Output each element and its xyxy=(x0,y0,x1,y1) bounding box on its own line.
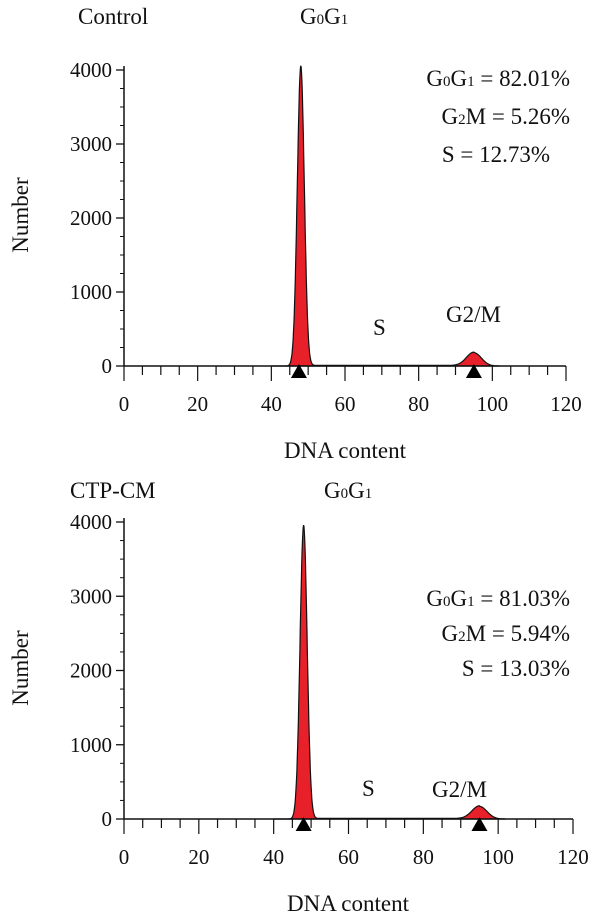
y-tick-label: 3000 xyxy=(70,132,112,156)
gate-marker-triangle xyxy=(290,364,307,378)
y-tick-label: 2000 xyxy=(70,659,112,683)
ctp-cm-histogram-panel: CTP-CM G0G1 G0G1 = 81.03% G2M = 5.94% S … xyxy=(8,478,589,916)
y-tick-label: 2000 xyxy=(70,206,112,230)
x-tick-label: 120 xyxy=(557,845,589,869)
x-tick-label: 60 xyxy=(338,845,359,869)
stat-g0g1: G0G1 = 81.03% xyxy=(426,586,570,611)
y-tick-label: 3000 xyxy=(70,584,112,608)
peak-label-g0g1: G0G1 xyxy=(300,4,348,29)
gate-marker-triangle xyxy=(295,817,312,831)
x-tick-label: 40 xyxy=(263,845,284,869)
x-tick-label: 20 xyxy=(187,392,208,416)
x-tick-label: 80 xyxy=(408,392,429,416)
panel-title-control: Control xyxy=(78,4,148,29)
y-axis-title: Number xyxy=(8,630,33,706)
panel-title-ctp-cm: CTP-CM xyxy=(70,478,156,503)
region-label-g2m: G2/M xyxy=(432,777,487,802)
x-axis-title: DNA content xyxy=(284,438,407,463)
stat-s: S = 12.73% xyxy=(442,142,550,167)
y-axis-title: Number xyxy=(8,177,33,253)
stat-g2m: G2M = 5.26% xyxy=(442,104,570,129)
x-tick-label: 20 xyxy=(188,845,209,869)
region-label-g2m: G2/M xyxy=(446,302,501,327)
stat-g0g1: G0G1 = 82.01% xyxy=(426,66,570,91)
x-tick-label: 80 xyxy=(413,845,434,869)
y-tick-label: 0 xyxy=(102,807,113,831)
region-label-s: S xyxy=(373,315,386,340)
region-label-s: S xyxy=(362,776,375,801)
x-tick-label: 0 xyxy=(119,392,130,416)
stat-s: S = 13.03% xyxy=(462,656,570,681)
peak-label-g0g1: G0G1 xyxy=(324,478,372,503)
x-axis-title: DNA content xyxy=(287,891,410,916)
y-tick-label: 4000 xyxy=(70,58,112,82)
y-tick-label: 4000 xyxy=(70,510,112,534)
control-histogram-panel: Control G0G1 G0G1 = 82.01% G2M = 5.26% S… xyxy=(8,4,582,463)
gate-marker-triangle xyxy=(471,817,488,831)
gate-marker-triangle xyxy=(465,364,482,378)
x-tick-label: 40 xyxy=(261,392,282,416)
stat-g2m: G2M = 5.94% xyxy=(442,621,570,646)
y-tick-label: 0 xyxy=(102,354,113,378)
x-tick-label: 100 xyxy=(482,845,514,869)
x-tick-label: 60 xyxy=(335,392,356,416)
y-tick-label: 1000 xyxy=(70,280,112,304)
x-tick-label: 0 xyxy=(119,845,130,869)
x-tick-label: 120 xyxy=(550,392,582,416)
y-tick-label: 1000 xyxy=(70,733,112,757)
x-tick-label: 100 xyxy=(477,392,509,416)
